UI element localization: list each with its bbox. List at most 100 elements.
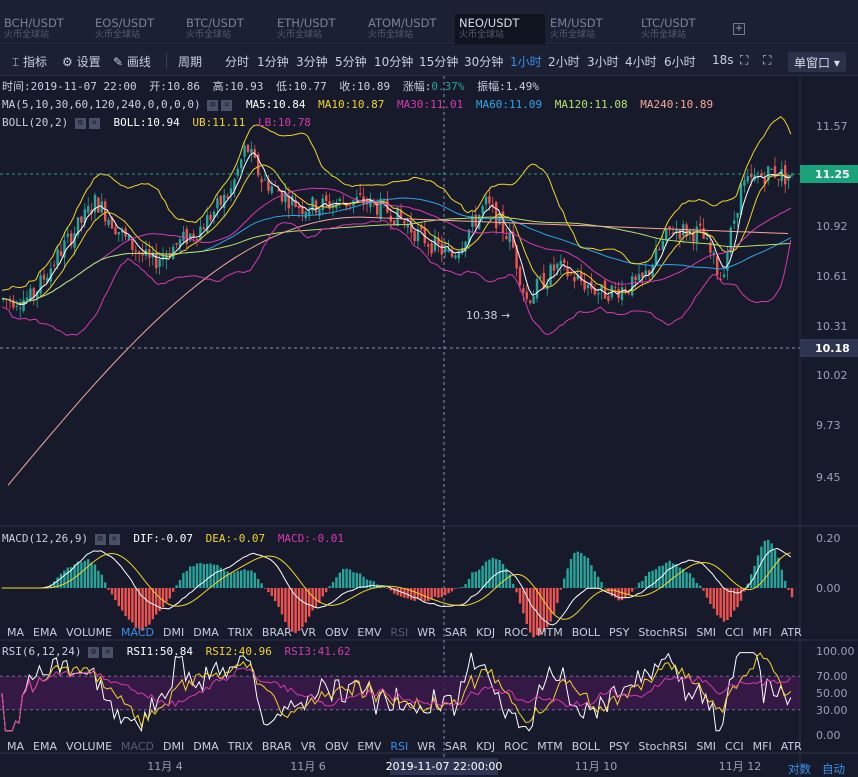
indicator-tab-atr[interactable]: ATR <box>780 626 802 639</box>
indicator-tab-cci[interactable]: CCI <box>725 626 744 639</box>
interval-6h[interactable]: 6小时 <box>664 55 696 69</box>
indicator-tab-boll[interactable]: BOLL <box>571 626 601 639</box>
interval-4h[interactable]: 4小时 <box>625 55 657 69</box>
indicator-tab-brar[interactable]: BRAR <box>261 626 292 639</box>
macd-bar <box>559 588 562 590</box>
interval-3min[interactable]: 3分钟 <box>296 55 328 69</box>
indicator-tab-dma[interactable]: DMA <box>193 626 219 639</box>
interval-10min[interactable]: 10分钟 <box>374 55 414 69</box>
macd-bar <box>637 582 641 588</box>
macd-bar <box>461 586 464 588</box>
candle-body <box>172 246 175 260</box>
indicator-tab-stochrsi[interactable]: StochRSI <box>638 626 688 639</box>
tab-ltc[interactable]: LTC/USDT 火币全球站 <box>637 14 727 44</box>
tab-atom[interactable]: ATOM/USDT 火币全球站 <box>364 14 454 44</box>
indicator-tab-dma[interactable]: DMA <box>193 740 219 753</box>
interval-fenshi[interactable]: 分时 <box>225 55 250 69</box>
indicator-button[interactable]: ⌶ 指标 <box>12 53 47 70</box>
indicator-tab-sar[interactable]: SAR <box>444 626 468 639</box>
close-icon[interactable]: ✕ <box>221 99 233 111</box>
indicator-tab-atr[interactable]: ATR <box>780 740 802 753</box>
indicator-tab-obv[interactable]: OBV <box>325 626 349 639</box>
indicator-tab-sar[interactable]: SAR <box>444 740 468 753</box>
indicator-tab-vr[interactable]: VR <box>300 626 316 639</box>
close-icon[interactable]: ✕ <box>88 117 100 129</box>
candle-body <box>763 177 766 184</box>
interval-15min[interactable]: 15分钟 <box>419 55 459 69</box>
settings-icon[interactable]: ⚙ <box>94 533 106 545</box>
interval-5min[interactable]: 5分钟 <box>335 55 367 69</box>
settings-icon[interactable]: ⚙ <box>74 117 86 129</box>
chart-toolbar: ⌶ 指标 ⚙ 设置 ✎ 画线 周期 分时 1分钟 3分钟 5分钟 10分钟 15… <box>0 45 858 76</box>
log-scale-button[interactable]: 对数 <box>788 762 811 776</box>
indicator-tab-mtm[interactable]: MTM <box>537 626 563 639</box>
tab-em[interactable]: EM/USDT 火币全球站 <box>546 14 636 44</box>
indicator-tab-cci[interactable]: CCI <box>725 740 744 753</box>
candle-body <box>580 271 583 282</box>
indicator-tab-brar[interactable]: BRAR <box>261 740 292 753</box>
indicator-tab-emv[interactable]: EMV <box>357 740 382 753</box>
indicator-tab-psy[interactable]: PSY <box>609 626 630 639</box>
indicator-tab-mfi[interactable]: MFI <box>752 740 772 753</box>
close-icon[interactable]: ✕ <box>108 533 120 545</box>
interval-30min[interactable]: 30分钟 <box>464 55 504 69</box>
tab-eos[interactable]: EOS/USDT 火币全球站 <box>91 14 181 44</box>
indicator-tab-ma[interactable]: MA <box>7 626 25 639</box>
macd-bar <box>471 572 474 588</box>
draw-button[interactable]: ✎ 画线 <box>113 53 151 70</box>
indicator-tab-volume[interactable]: VOLUME <box>65 740 113 753</box>
add-tab-icon[interactable]: + <box>733 23 745 35</box>
close-icon[interactable]: ✕ <box>102 646 114 658</box>
auto-scale-button[interactable]: 自动 <box>822 762 845 776</box>
macd-bar <box>253 572 256 588</box>
window-mode-select[interactable]: 单窗口 ▾ <box>788 52 846 72</box>
macd-bar <box>430 588 433 600</box>
screenshot-icon[interactable]: ⛶ <box>763 53 772 67</box>
indicator-tab-trix[interactable]: TRIX <box>227 740 253 753</box>
indicator-tab-macd[interactable]: MACD <box>121 740 155 753</box>
indicator-tab-kdj[interactable]: KDJ <box>476 740 496 753</box>
indicator-tab-psy[interactable]: PSY <box>609 740 630 753</box>
indicator-tab-wr[interactable]: WR <box>417 740 436 753</box>
indicator-tab-dmi[interactable]: DMI <box>163 740 185 753</box>
settings-icon[interactable]: ⚙ <box>207 99 219 111</box>
indicator-tab-stochrsi[interactable]: StochRSI <box>638 740 688 753</box>
indicator-tab-rsi[interactable]: RSI <box>390 626 409 639</box>
candle-body <box>212 211 216 219</box>
tab-bch[interactable]: BCH/USDT 火币全球站 <box>0 14 90 44</box>
indicator-tab-roc[interactable]: ROC <box>504 740 529 753</box>
indicator-tab-mfi[interactable]: MFI <box>752 626 772 639</box>
macd-bar <box>66 567 69 588</box>
indicator-tab-ma[interactable]: MA <box>7 740 25 753</box>
settings-icon[interactable]: ⚙ <box>88 646 100 658</box>
indicator-tab-vr[interactable]: VR <box>300 740 316 753</box>
indicator-tab-roc[interactable]: ROC <box>504 626 529 639</box>
indicator-tab-ema[interactable]: EMA <box>33 626 57 639</box>
tab-btc[interactable]: BTC/USDT 火币全球站 <box>182 14 272 44</box>
fullscreen-icon[interactable]: ⛶ <box>740 53 749 67</box>
kline-chart[interactable]: 11.57 10.92 10.61 10.31 10.02 9.73 9.45 11.25 10… <box>0 76 858 777</box>
candle-body <box>620 287 624 301</box>
indicator-tab-dmi[interactable]: DMI <box>163 626 185 639</box>
indicator-tab-emv[interactable]: EMV <box>357 626 382 639</box>
interval-2h[interactable]: 2小时 <box>548 55 580 69</box>
indicator-tab-wr[interactable]: WR <box>417 626 436 639</box>
tab-neo[interactable]: NEO/USDT 火币全球站 <box>455 14 545 44</box>
indicator-tab-boll[interactable]: BOLL <box>571 740 601 753</box>
indicator-tab-volume[interactable]: VOLUME <box>65 626 113 639</box>
indicator-tab-ema[interactable]: EMA <box>33 740 57 753</box>
interval-3h[interactable]: 3小时 <box>587 55 619 69</box>
interval-1min[interactable]: 1分钟 <box>257 55 289 69</box>
settings-button[interactable]: ⚙ 设置 <box>62 53 101 70</box>
tab-eth[interactable]: ETH/USDT 火币全球站 <box>273 14 363 44</box>
indicator-tab-trix[interactable]: TRIX <box>227 626 253 639</box>
interval-18s[interactable]: 18s <box>712 53 734 67</box>
interval-1h[interactable]: 1小时 <box>510 55 542 69</box>
indicator-tab-mtm[interactable]: MTM <box>537 740 563 753</box>
indicator-tab-rsi[interactable]: RSI <box>390 740 409 753</box>
indicator-tab-smi[interactable]: SMI <box>696 626 717 639</box>
indicator-tab-kdj[interactable]: KDJ <box>476 626 496 639</box>
indicator-tab-obv[interactable]: OBV <box>325 740 349 753</box>
indicator-tab-macd[interactable]: MACD <box>121 626 155 639</box>
indicator-tab-smi[interactable]: SMI <box>696 740 717 753</box>
